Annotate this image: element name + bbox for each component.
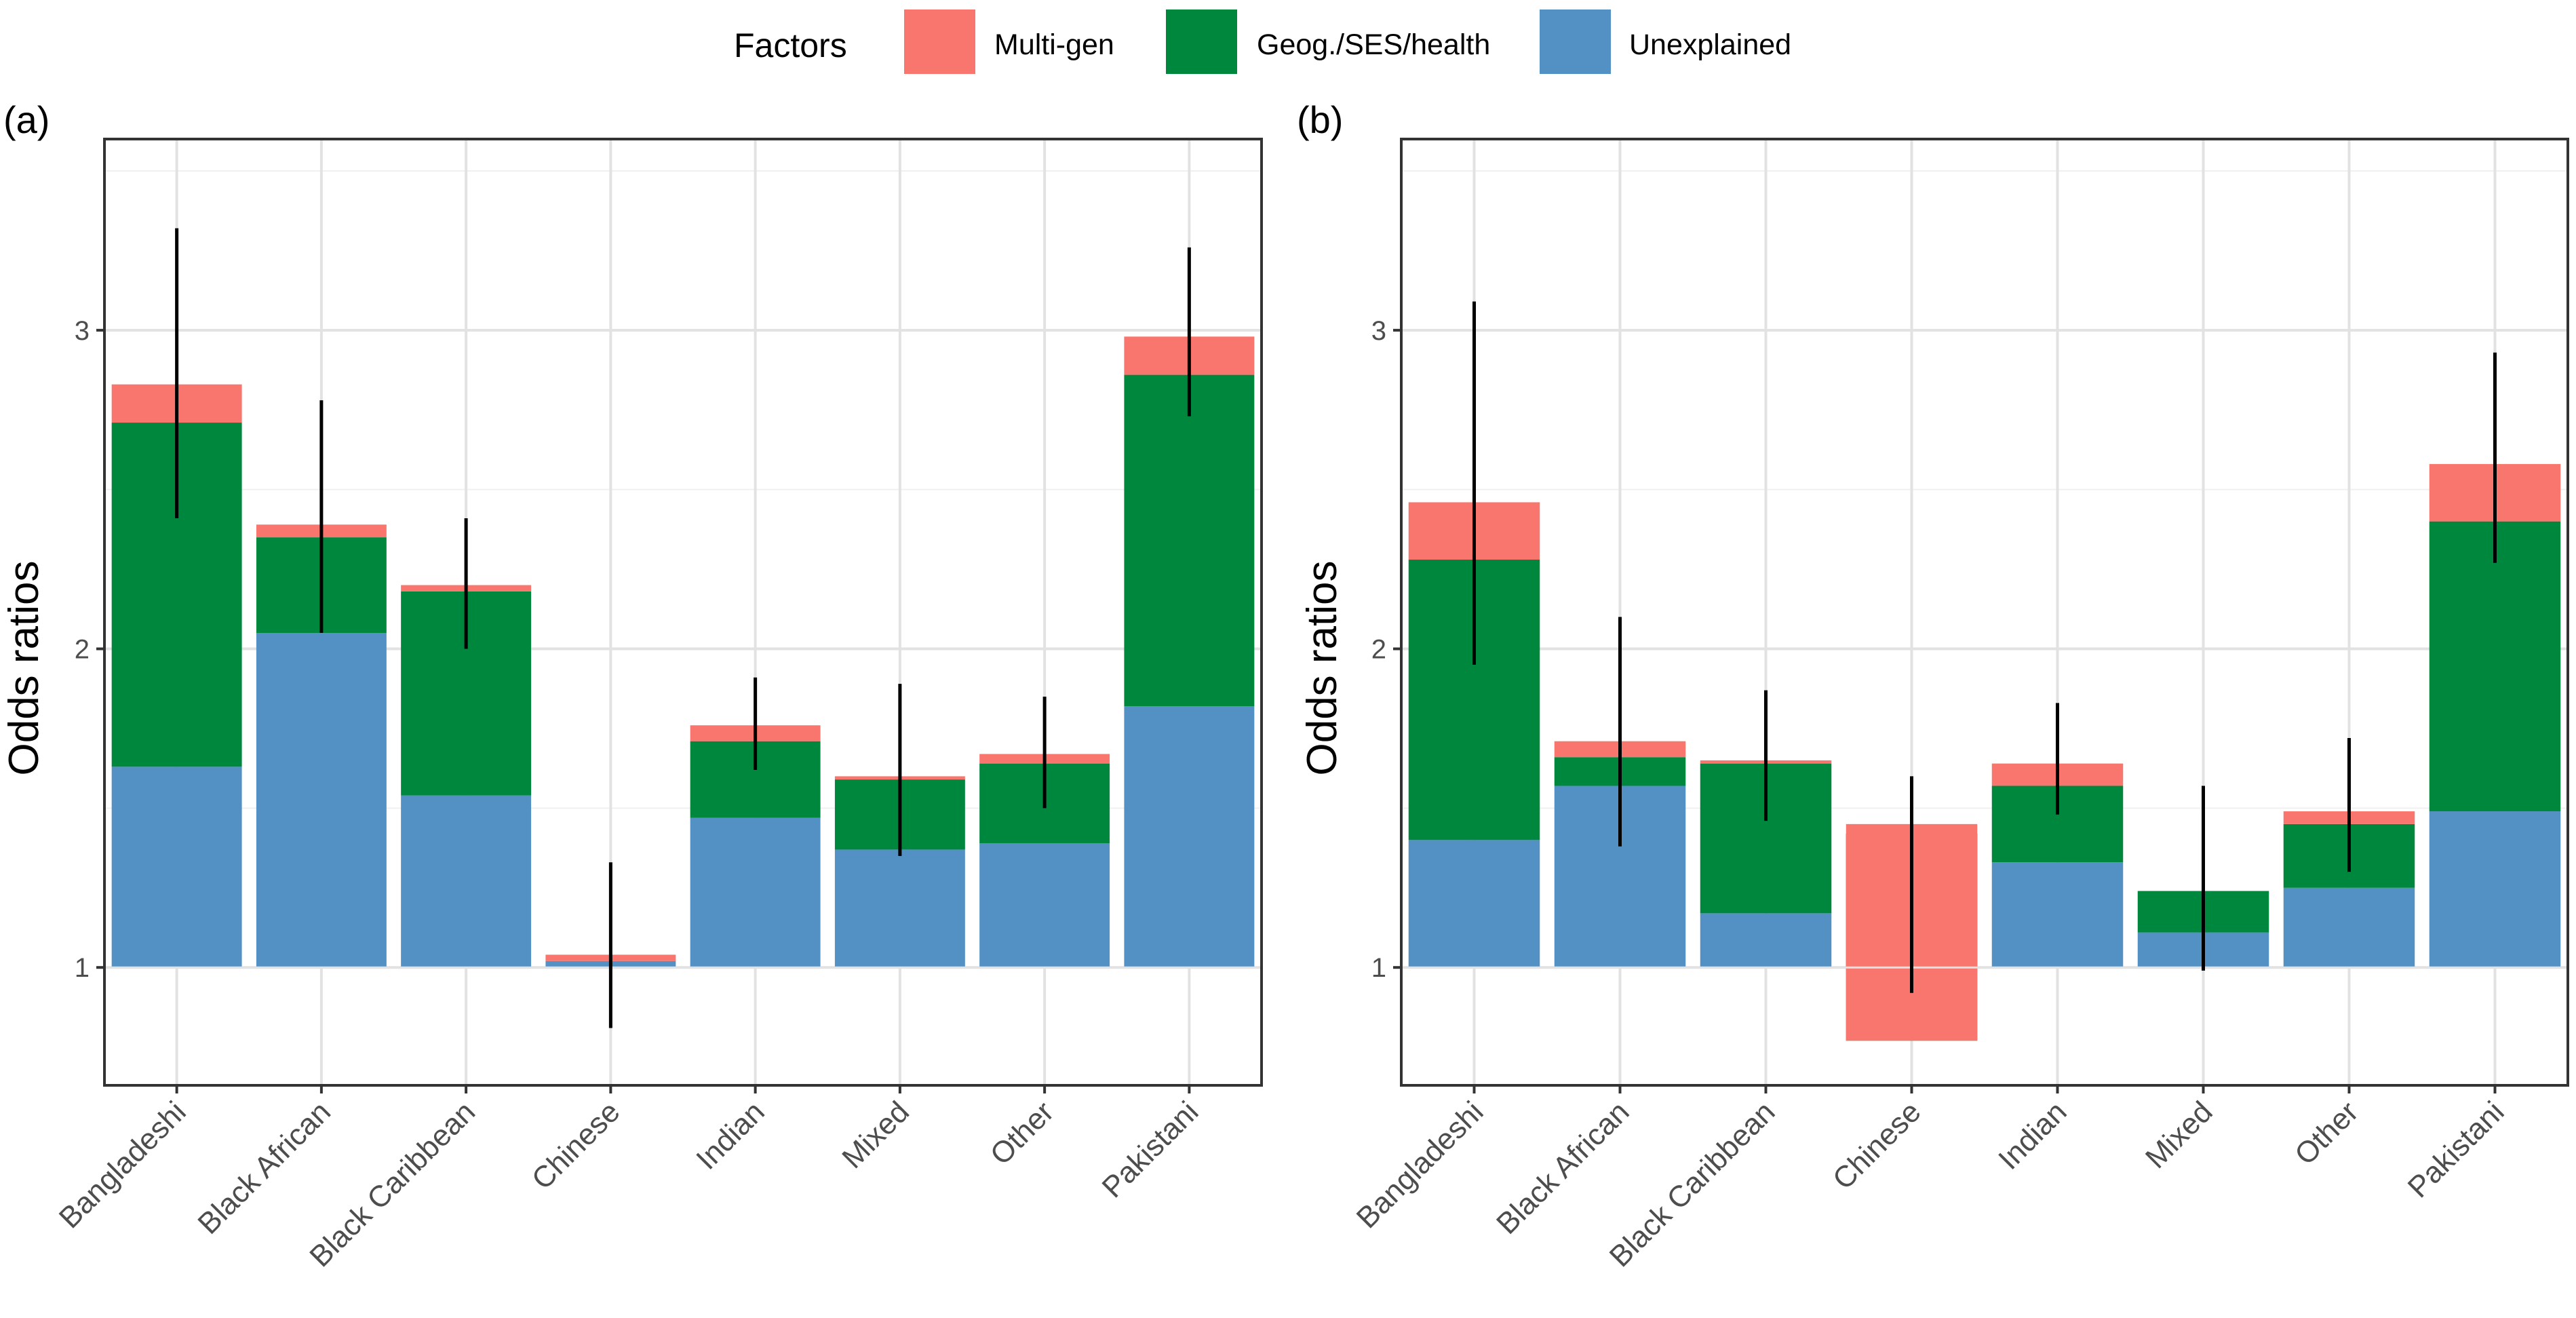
x-category-label: Black African	[191, 1095, 336, 1240]
x-category-label: Chinese	[526, 1095, 627, 1196]
bar-segment-unexplained	[401, 795, 532, 968]
bar-segment-unexplained	[979, 843, 1110, 968]
bar-segment-unexplained	[1124, 706, 1255, 968]
legend-swatch-multi-gen	[904, 9, 975, 74]
panel-tag-b: (b)	[1297, 98, 1343, 141]
y-tick-label: 2	[1371, 635, 1386, 665]
bar-segment-unexplained	[256, 633, 387, 968]
bar-segment-unexplained	[111, 767, 242, 968]
bar-segment-unexplained	[834, 849, 965, 968]
legend-label-geog-ses-health: Geog./SES/health	[1257, 28, 1490, 61]
legend-label-multi-gen: Multi-gen	[994, 28, 1114, 61]
legend-label-unexplained: Unexplained	[1629, 28, 1791, 61]
y-tick-label: 2	[75, 635, 90, 665]
x-category-label: Black African	[1490, 1095, 1635, 1240]
panel-b: (b) Odds ratios 1 2 3 Bangladeshi Black Afri…	[1297, 98, 2569, 1273]
bar-segment-geog-ses-health	[1124, 374, 1255, 707]
bar-segment-unexplained	[2283, 887, 2415, 968]
x-category-label: Mixed	[836, 1095, 916, 1175]
panel-border-a	[103, 138, 1263, 1087]
panel-border-b	[1400, 138, 2569, 1087]
x-category-label: Indian	[1992, 1095, 2073, 1176]
bar-segment-unexplained	[2429, 811, 2561, 968]
x-category-label: Pakistani	[1096, 1095, 1205, 1204]
bar-segment-unexplained	[690, 817, 821, 968]
x-category-label: Other	[2288, 1095, 2364, 1171]
x-category-label: Bangladeshi	[53, 1095, 193, 1235]
bar-segment-geog-ses-health	[2429, 521, 2561, 812]
bar-segment-unexplained	[1408, 840, 1540, 968]
legend-swatch-unexplained	[1540, 9, 1611, 74]
panel-tag-a: (a)	[3, 98, 50, 141]
y-tick-label: 1	[75, 953, 90, 983]
legend-title: Factors	[734, 26, 847, 64]
x-category-label: Chinese	[1827, 1095, 1928, 1196]
y-tick-label: 3	[1371, 316, 1386, 346]
legend-swatch-geog-ses-health	[1166, 9, 1237, 74]
bar-segment-unexplained	[1991, 862, 2124, 968]
y-axis-title-b: Odds ratios	[1299, 560, 1346, 775]
y-tick-label: 3	[75, 316, 90, 346]
bar-segment-unexplained	[1700, 913, 1832, 968]
x-category-label: Other	[984, 1095, 1060, 1171]
y-axis-title-a: Odds ratios	[1, 560, 47, 775]
legend: Factors Multi-gen Geog./SES/health Unexp…	[734, 9, 1791, 74]
y-tick-label: 1	[1371, 953, 1386, 983]
x-category-label: Pakistani	[2402, 1095, 2511, 1204]
x-category-label: Mixed	[2139, 1095, 2219, 1175]
x-category-label: Bangladeshi	[1350, 1095, 1490, 1235]
x-category-label: Indian	[690, 1095, 770, 1176]
